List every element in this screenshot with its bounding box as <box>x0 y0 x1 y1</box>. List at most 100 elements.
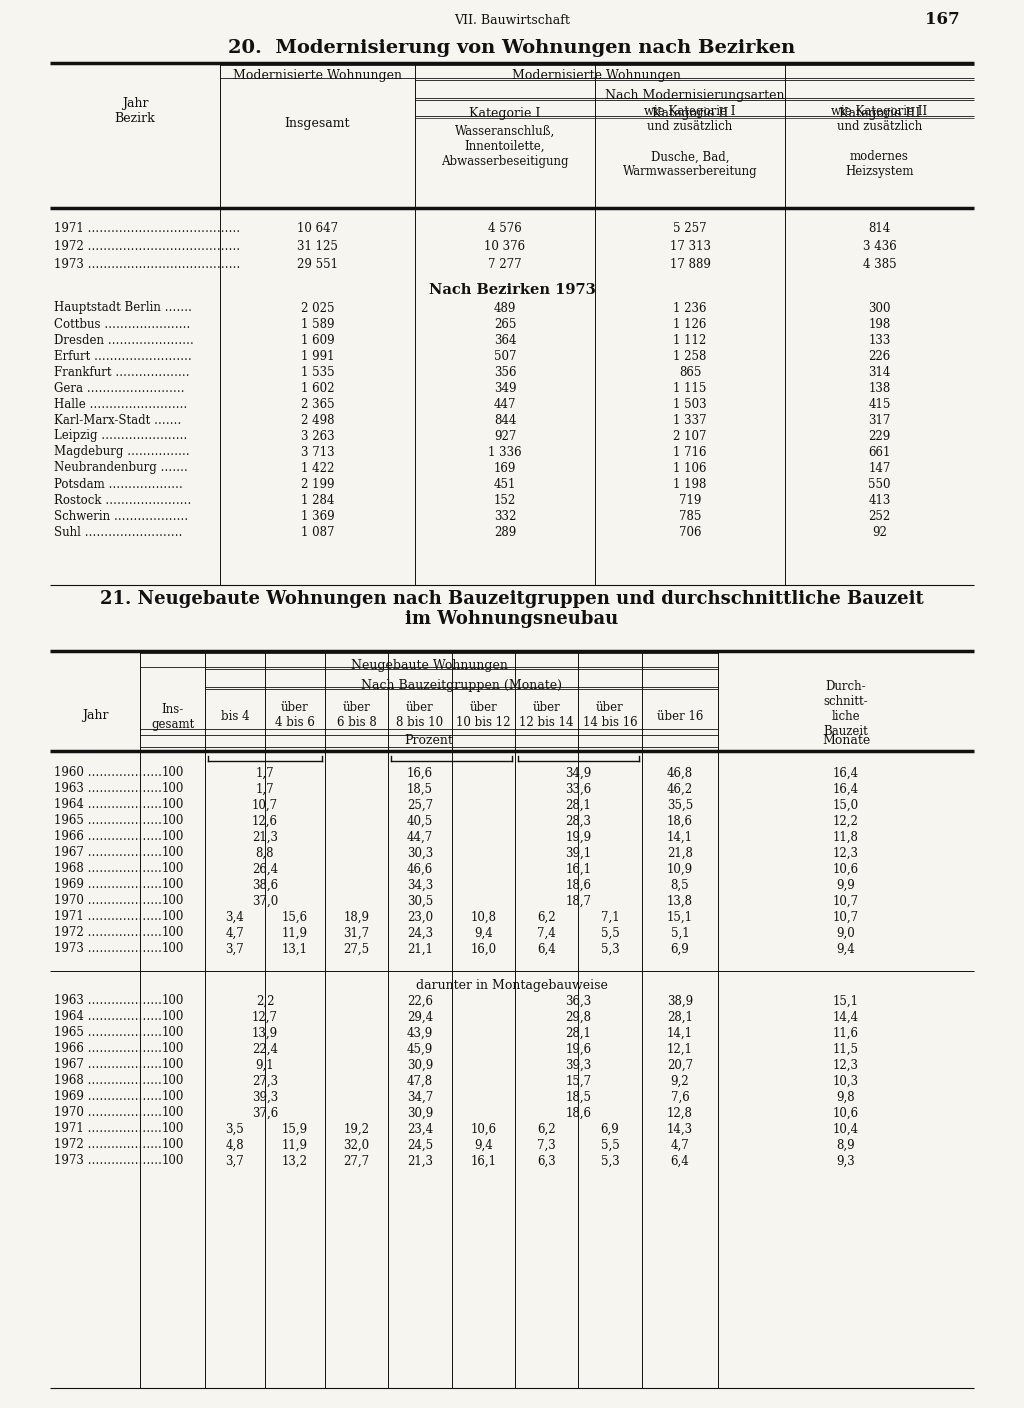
Text: 6,2: 6,2 <box>538 1122 556 1135</box>
Text: 38,6: 38,6 <box>252 879 279 891</box>
Text: Magdeburg …………….: Magdeburg ……………. <box>54 445 189 459</box>
Text: 100: 100 <box>162 831 183 843</box>
Text: 6,4: 6,4 <box>538 942 556 956</box>
Text: 1966 ……………….: 1966 ………………. <box>54 1042 162 1056</box>
Text: 14,4: 14,4 <box>833 1011 859 1024</box>
Text: 21,3: 21,3 <box>407 1155 433 1167</box>
Text: 15,0: 15,0 <box>833 798 859 811</box>
Text: 314: 314 <box>868 366 891 379</box>
Text: über
10 bis 12: über 10 bis 12 <box>457 701 511 729</box>
Text: 6,9: 6,9 <box>671 942 689 956</box>
Text: 10 376: 10 376 <box>484 239 525 252</box>
Text: 844: 844 <box>494 414 516 427</box>
Text: 1968 ……………….: 1968 ………………. <box>54 863 162 876</box>
Text: Wasseranschluß,
Innentoilette,
Abwasserbeseitigung: Wasseranschluß, Innentoilette, Abwasserb… <box>441 124 568 168</box>
Text: 19,6: 19,6 <box>565 1042 592 1056</box>
Text: 7,4: 7,4 <box>538 926 556 939</box>
Text: Suhl …………………….: Suhl ……………………. <box>54 525 182 538</box>
Text: 300: 300 <box>868 301 891 314</box>
Text: 11,8: 11,8 <box>834 831 859 843</box>
Text: 10,7: 10,7 <box>833 911 859 924</box>
Text: Kategorie II: Kategorie II <box>652 107 728 121</box>
Text: 19,9: 19,9 <box>565 831 592 843</box>
Text: 35,5: 35,5 <box>667 798 693 811</box>
Text: 364: 364 <box>494 334 516 346</box>
Text: Kategorie I: Kategorie I <box>469 107 541 121</box>
Text: 413: 413 <box>868 493 891 507</box>
Text: 20,7: 20,7 <box>667 1059 693 1071</box>
Text: 229: 229 <box>868 429 891 442</box>
Text: 5,3: 5,3 <box>601 942 620 956</box>
Text: über
6 bis 8: über 6 bis 8 <box>337 701 377 729</box>
Text: 5,3: 5,3 <box>601 1155 620 1167</box>
Text: 1 716: 1 716 <box>673 445 707 459</box>
Text: 34,7: 34,7 <box>407 1091 433 1104</box>
Text: 1 258: 1 258 <box>674 349 707 362</box>
Text: 92: 92 <box>872 525 887 538</box>
Text: 30,9: 30,9 <box>407 1107 433 1119</box>
Text: über
4 bis 6: über 4 bis 6 <box>275 701 315 729</box>
Text: 2 025: 2 025 <box>301 301 334 314</box>
Text: 252: 252 <box>868 510 891 522</box>
Text: 18,7: 18,7 <box>565 894 592 908</box>
Text: Leipzig ………………….: Leipzig …………………. <box>54 429 187 442</box>
Text: 507: 507 <box>494 349 516 362</box>
Text: 12,2: 12,2 <box>834 814 859 828</box>
Text: 46,8: 46,8 <box>667 766 693 780</box>
Text: 12,8: 12,8 <box>667 1107 693 1119</box>
Text: 6,3: 6,3 <box>538 1155 556 1167</box>
Text: 21. Neugebaute Wohnungen nach Bauzeitgruppen und durchschnittliche Bauzeit
im Wo: 21. Neugebaute Wohnungen nach Bauzeitgru… <box>100 590 924 628</box>
Text: 1 337: 1 337 <box>673 414 707 427</box>
Text: Cottbus ………………….: Cottbus …………………. <box>54 317 190 331</box>
Text: Insgesamt: Insgesamt <box>285 117 350 130</box>
Text: 11,9: 11,9 <box>282 1139 308 1152</box>
Text: 6,4: 6,4 <box>671 1155 689 1167</box>
Text: 13,8: 13,8 <box>667 894 693 908</box>
Text: 18,6: 18,6 <box>565 1107 592 1119</box>
Text: 356: 356 <box>494 366 516 379</box>
Text: 9,1: 9,1 <box>256 1059 274 1071</box>
Text: 1963 ……………….: 1963 ………………. <box>54 994 162 1008</box>
Text: 1967 ……………….: 1967 ………………. <box>54 846 162 859</box>
Text: 45,9: 45,9 <box>407 1042 433 1056</box>
Text: 100: 100 <box>162 1122 183 1135</box>
Text: 11,5: 11,5 <box>833 1042 859 1056</box>
Text: 6,2: 6,2 <box>538 911 556 924</box>
Text: 19,2: 19,2 <box>343 1122 370 1135</box>
Text: über 16: über 16 <box>656 711 703 724</box>
Text: 29,4: 29,4 <box>407 1011 433 1024</box>
Text: 1 112: 1 112 <box>674 334 707 346</box>
Text: wie Kategorie II
und zusätzlich

modernes
Heizsystem: wie Kategorie II und zusätzlich modernes… <box>831 106 928 179</box>
Text: 100: 100 <box>162 846 183 859</box>
Text: 10,8: 10,8 <box>470 911 497 924</box>
Text: Potsdam ……………….: Potsdam ………………. <box>54 477 182 490</box>
Text: 18,5: 18,5 <box>407 783 433 796</box>
Text: 100: 100 <box>162 879 183 891</box>
Text: 4,7: 4,7 <box>671 1139 689 1152</box>
Text: 1973 ……………….: 1973 ………………. <box>54 942 162 956</box>
Text: 17 313: 17 313 <box>670 239 711 252</box>
Text: 31 125: 31 125 <box>297 239 338 252</box>
Text: 21,3: 21,3 <box>252 831 278 843</box>
Text: 4 385: 4 385 <box>862 258 896 270</box>
Text: 22,4: 22,4 <box>252 1042 278 1056</box>
Text: 16,1: 16,1 <box>470 1155 497 1167</box>
Text: 1 422: 1 422 <box>301 462 334 474</box>
Text: 15,1: 15,1 <box>667 911 693 924</box>
Text: 1972 ……………….: 1972 ………………. <box>54 1139 162 1152</box>
Text: 1964 ……………….: 1964 ………………. <box>54 798 162 811</box>
Text: 38,9: 38,9 <box>667 994 693 1008</box>
Text: VII. Bauwirtschaft: VII. Bauwirtschaft <box>454 14 570 27</box>
Text: Nach Modernisierungsarten: Nach Modernisierungsarten <box>605 90 784 103</box>
Text: 133: 133 <box>868 334 891 346</box>
Text: Jahr
Bezirk: Jahr Bezirk <box>115 97 156 125</box>
Text: 10,9: 10,9 <box>667 863 693 876</box>
Text: Prozent: Prozent <box>404 735 454 748</box>
Text: 46,2: 46,2 <box>667 783 693 796</box>
Text: 10,4: 10,4 <box>833 1122 859 1135</box>
Text: 39,3: 39,3 <box>252 1091 279 1104</box>
Text: Modernisierte Wohnungen: Modernisierte Wohnungen <box>233 69 402 83</box>
Text: 451: 451 <box>494 477 516 490</box>
Text: 10,6: 10,6 <box>470 1122 497 1135</box>
Text: Frankfurt ……………….: Frankfurt ………………. <box>54 366 189 379</box>
